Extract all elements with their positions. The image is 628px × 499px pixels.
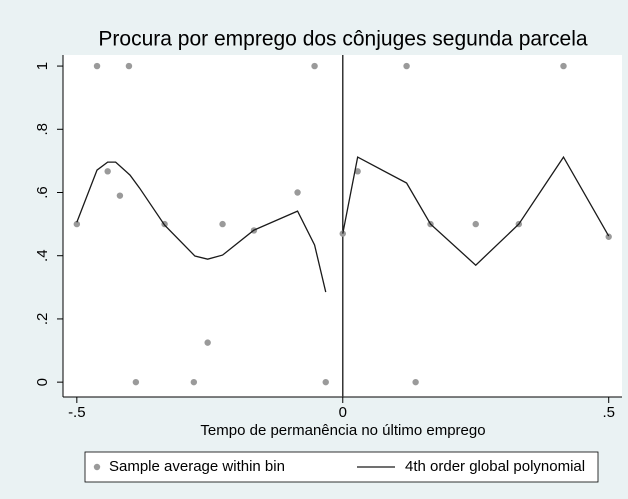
scatter-point xyxy=(560,62,567,70)
scatter-point xyxy=(104,168,111,175)
y-tick-label: .6 xyxy=(34,186,51,199)
legend-symbol xyxy=(93,463,101,471)
scatter-point xyxy=(311,62,318,70)
legend xyxy=(84,451,599,483)
y-tick-label: .8 xyxy=(34,123,51,136)
scatter-point xyxy=(403,62,410,70)
scatter-point xyxy=(93,62,101,70)
scatter-point xyxy=(294,189,301,196)
scatter-point xyxy=(132,378,140,386)
legend-label: Sample average within bin xyxy=(109,458,285,475)
scatter-point xyxy=(354,168,361,175)
y-tick-label: 1 xyxy=(34,62,51,70)
y-tick-label: .4 xyxy=(34,249,51,262)
scatter-point xyxy=(322,378,329,386)
chart-title: Procura por emprego dos cônjuges segunda… xyxy=(98,28,587,51)
scatter-point xyxy=(73,220,81,228)
scatter-point xyxy=(116,192,124,199)
x-tick-label: -.5 xyxy=(68,404,86,421)
scatter-point xyxy=(472,220,479,228)
x-tick-label: .5 xyxy=(602,404,615,421)
legend-label: 4th order global polynomial xyxy=(405,458,585,475)
fit-line xyxy=(76,155,610,293)
scatter-point xyxy=(219,220,226,228)
y-tick-label: .2 xyxy=(34,313,51,326)
x-tick-label: 0 xyxy=(339,404,347,421)
x-axis-label: Tempo de permanência no último emprego xyxy=(200,422,485,439)
y-tick-label: 0 xyxy=(34,378,51,386)
scatter-point xyxy=(605,233,612,240)
scatter-point xyxy=(125,62,133,70)
scatter-point xyxy=(412,378,419,386)
scatter-point xyxy=(190,378,198,386)
scatter-point xyxy=(204,339,211,346)
